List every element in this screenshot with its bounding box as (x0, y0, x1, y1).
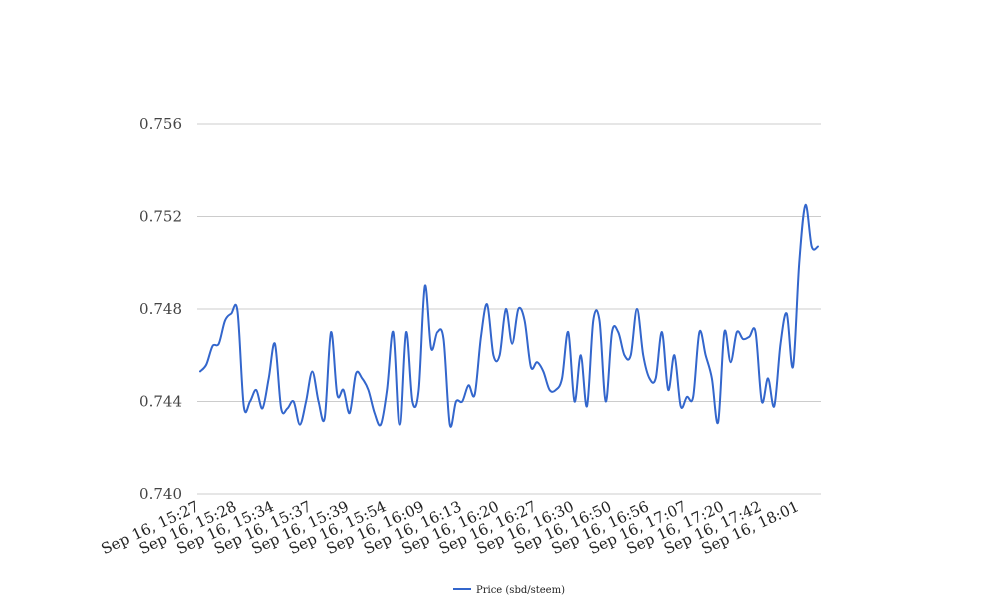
legend-label: Price (sbd/steem) (476, 585, 565, 596)
y-tick-label: 0.748 (139, 300, 182, 318)
y-tick-label: 0.752 (139, 208, 182, 226)
series-lines (199, 203, 819, 428)
legend: Price (sbd/steem) (453, 585, 565, 596)
gridlines (197, 123, 821, 495)
y-tick-label: 0.744 (139, 393, 182, 411)
series-line-price (199, 203, 819, 428)
y-axis-ticks: 0.740 0.744 0.748 0.752 0.756 (139, 115, 182, 503)
y-tick-label: 0.740 (139, 485, 182, 503)
y-tick-label: 0.756 (139, 115, 182, 133)
